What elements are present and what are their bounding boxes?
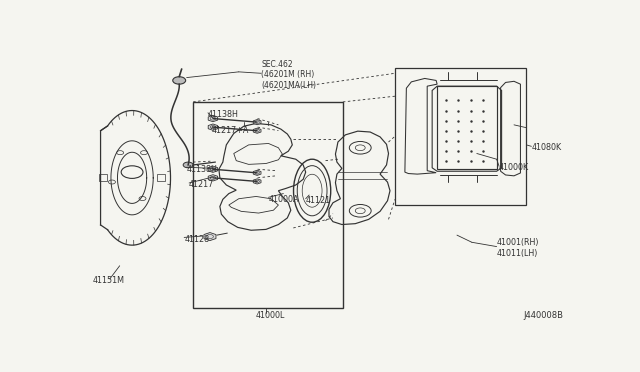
Text: 41000K: 41000K (499, 163, 529, 172)
Text: 41151M: 41151M (92, 276, 124, 285)
Text: 41080K: 41080K (531, 143, 561, 152)
Polygon shape (253, 170, 261, 176)
Text: 41217: 41217 (189, 180, 214, 189)
Polygon shape (253, 128, 261, 133)
Bar (99, 174, 108, 181)
Polygon shape (208, 124, 218, 130)
Text: 41217+A: 41217+A (211, 126, 249, 135)
Text: J440008B: J440008B (524, 311, 564, 320)
Text: 41121: 41121 (306, 196, 331, 205)
Polygon shape (208, 115, 218, 122)
Polygon shape (204, 232, 216, 241)
Text: 41000L: 41000L (256, 311, 285, 320)
Text: SEC.462
(46201M (RH)
(46201MA(LH): SEC.462 (46201M (RH) (46201MA(LH) (261, 60, 316, 90)
Polygon shape (208, 166, 218, 172)
Bar (157, 174, 165, 181)
Text: 41138H: 41138H (208, 110, 239, 119)
Bar (395, 68, 526, 205)
Text: 41001(RH)
41011(LH): 41001(RH) 41011(LH) (497, 238, 539, 258)
Polygon shape (253, 179, 261, 184)
Bar (193, 102, 343, 308)
Circle shape (173, 77, 186, 84)
Polygon shape (208, 175, 218, 181)
Text: 41000A: 41000A (269, 195, 299, 204)
Polygon shape (253, 119, 261, 125)
Text: 41128: 41128 (184, 235, 209, 244)
Text: 41138H: 41138H (187, 165, 218, 174)
Bar (437, 86, 497, 169)
Circle shape (183, 162, 193, 168)
